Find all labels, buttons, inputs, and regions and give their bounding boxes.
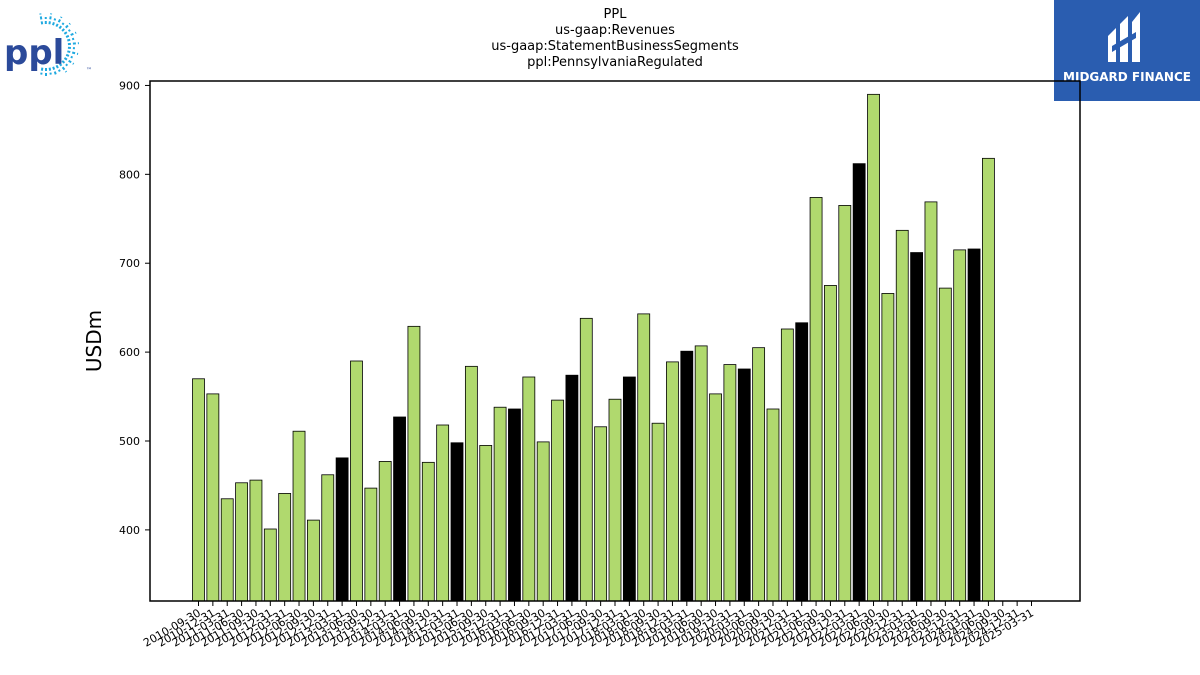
bar [536, 441, 550, 602]
bar [407, 325, 421, 602]
logo-ray [61, 22, 71, 32]
logo-ray [61, 60, 69, 67]
midgard-mark-icon [1108, 12, 1140, 62]
bar [924, 201, 938, 602]
title-line-1: PPL [603, 7, 627, 22]
bar [838, 205, 852, 602]
bar [263, 528, 277, 602]
logo-ray [63, 29, 71, 35]
bar [938, 287, 952, 602]
bar [953, 249, 967, 602]
bar [666, 361, 679, 602]
bar [479, 445, 493, 602]
y-tick-label: 400 [119, 524, 140, 537]
sunburst-icon [39, 13, 79, 76]
logo-ray [65, 53, 73, 59]
logo-ray [48, 67, 52, 75]
logo-ray [67, 46, 75, 50]
logo-ray [67, 37, 75, 42]
bar [321, 474, 335, 602]
bar-series [192, 93, 995, 602]
title-line-3: us-gaap:StatementBusinessSegments [491, 39, 739, 54]
logo-ray [55, 64, 61, 72]
bar [694, 345, 708, 602]
logo-ray [39, 13, 44, 25]
logo-ray [65, 31, 77, 38]
bar [766, 408, 780, 602]
bar [608, 398, 622, 602]
y-tick-label: 900 [119, 79, 140, 92]
bar [522, 376, 536, 602]
bar [551, 399, 564, 602]
bar [910, 252, 924, 602]
logo-ray [48, 13, 53, 25]
y-axis: 400 500 600 700 800 900 [119, 79, 150, 537]
bar [235, 482, 248, 602]
bar [393, 416, 406, 602]
x-axis: 2010-09-302010-12-312011-03-312011-06-30… [141, 601, 1036, 650]
bar [780, 328, 794, 602]
y-tick-label: 600 [119, 346, 140, 359]
bar [565, 374, 579, 602]
bar [723, 364, 737, 602]
bar [967, 248, 981, 602]
bar [350, 360, 363, 602]
ppl-logo: ppl ™ [4, 13, 92, 76]
ppl-logo-text: ppl [4, 33, 64, 73]
logo-ray [58, 22, 65, 30]
bar [867, 93, 880, 602]
ppl-trademark: ™ [86, 67, 92, 74]
bar [508, 408, 521, 602]
bar [651, 422, 665, 602]
bar [249, 479, 263, 602]
bar [493, 406, 507, 602]
bar [220, 498, 234, 602]
y-tick-label: 800 [119, 168, 140, 181]
bar [852, 163, 866, 602]
logo-ray [52, 18, 57, 26]
bar [378, 461, 392, 602]
bar [292, 430, 306, 602]
bar [278, 493, 292, 602]
bar [450, 442, 464, 602]
bar [594, 426, 608, 602]
logo-ray [58, 62, 68, 73]
bar [881, 293, 895, 602]
title-line-4: ppl:PennsylvaniaRegulated [527, 55, 703, 70]
bar [809, 197, 823, 602]
bar [824, 285, 837, 602]
bar [464, 365, 478, 602]
bar [622, 376, 636, 602]
bar [982, 157, 995, 602]
y-axis-label: USDm [82, 310, 106, 372]
logo-ray [55, 16, 63, 28]
midgard-finance-logo: MIDGARD FINANCE [1054, 0, 1200, 101]
y-tick-label: 700 [119, 257, 140, 270]
logo-ray [67, 50, 79, 55]
bar [752, 347, 766, 602]
y-tick-label: 500 [119, 435, 140, 448]
bar [579, 317, 593, 602]
bar [306, 519, 320, 602]
logo-ray [63, 57, 75, 65]
logo-ray [52, 66, 58, 76]
bar [709, 393, 722, 602]
chart-title: PPL us-gaap:Revenues us-gaap:StatementBu… [300, 7, 930, 71]
title-line-2: us-gaap:Revenues [555, 23, 675, 38]
bar [737, 368, 751, 602]
bar [421, 461, 435, 602]
bar [192, 378, 205, 602]
bar [637, 313, 651, 602]
bar [795, 322, 809, 602]
bar [335, 457, 349, 602]
logo-ray [67, 42, 79, 46]
bar [206, 393, 220, 602]
bar [364, 487, 378, 602]
midgard-logo-text: MIDGARD FINANCE [1063, 70, 1191, 84]
bar [895, 229, 909, 602]
logo-ray [40, 67, 44, 75]
bar [436, 424, 450, 602]
bar [680, 350, 694, 602]
